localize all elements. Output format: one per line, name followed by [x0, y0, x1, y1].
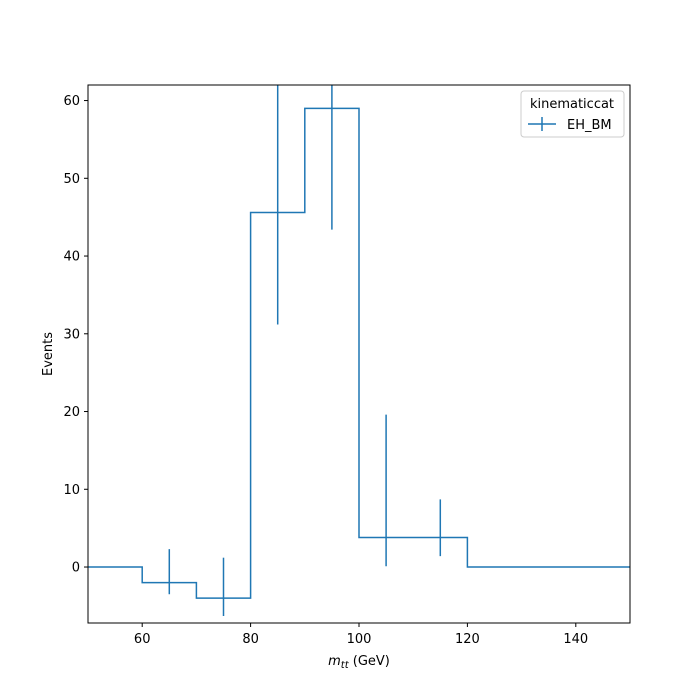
- y-tick-label: 10: [63, 483, 80, 498]
- y-tick-label: 60: [63, 94, 80, 109]
- legend-box: [520, 90, 625, 138]
- y-axis-ticks: 0 10 20 30 40 50 60: [63, 94, 88, 576]
- y-tick-label: 30: [63, 327, 80, 342]
- legend-title: kinematiccat: [530, 97, 614, 112]
- legend: kinematiccat EH_BM: [520, 90, 625, 138]
- y-tick-label: 20: [63, 405, 80, 420]
- x-tick-label: 80: [242, 632, 259, 647]
- y-axis-label: Events: [41, 332, 56, 376]
- x-axis-label: mtt (GeV): [328, 654, 390, 671]
- series-layer: [88, 85, 630, 617]
- x-axis-ticks: 60 80 100 120 140: [134, 623, 588, 647]
- x-tick-label: 140: [563, 632, 588, 647]
- y-tick-label: 40: [63, 250, 80, 265]
- y-tick-label: 50: [63, 172, 80, 187]
- x-tick-label: 120: [455, 632, 480, 647]
- legend-label: EH_BM: [567, 118, 612, 133]
- histogram-step-line: [88, 107, 630, 599]
- x-tick-label: 100: [347, 632, 372, 647]
- x-tick-label: 60: [134, 632, 151, 647]
- y-tick-label: 0: [72, 561, 80, 576]
